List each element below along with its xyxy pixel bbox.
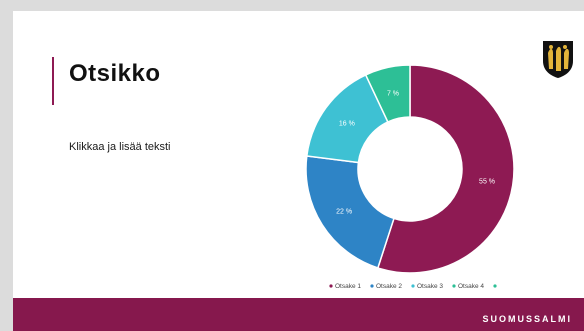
legend-label-4: Otsake 4 — [458, 283, 484, 290]
donut-slice-1[interactable] — [376, 64, 515, 274]
coat-of-arms-icon — [543, 41, 573, 78]
slide-body-text[interactable]: Klikkaa ja lisää teksti — [69, 141, 171, 153]
donut-slice-4[interactable] — [364, 64, 411, 123]
brand-name: SUOMUSSALMI — [482, 314, 572, 324]
footer-band — [13, 298, 584, 331]
slide-title[interactable]: Otsikko — [69, 60, 161, 87]
slice-data-label-2: 22 % — [336, 208, 352, 215]
donut-slice-2[interactable] — [305, 155, 395, 269]
chart-legend: Otsake 1 Otsake 2 Otsake 3 Otsake 4 — [329, 283, 497, 290]
slice-data-label-3: 16 % — [339, 121, 355, 128]
slice-data-label-1: 55 % — [479, 179, 495, 186]
slice-data-label-4: 7 % — [387, 90, 399, 97]
legend-marker-extra — [493, 284, 497, 288]
legend-label-2: Otsake 2 — [376, 283, 402, 290]
title-accent-bar — [52, 57, 54, 105]
legend-label-3: Otsake 3 — [417, 283, 443, 290]
legend-marker-2 — [370, 284, 374, 288]
legend-marker-3 — [411, 284, 415, 288]
legend-marker-4 — [452, 284, 456, 288]
slide: Otsikko Klikkaa ja lisää teksti 55 % 22 %… — [13, 11, 584, 331]
legend-label-1: Otsake 1 — [335, 283, 361, 290]
legend-marker-1 — [329, 284, 333, 288]
